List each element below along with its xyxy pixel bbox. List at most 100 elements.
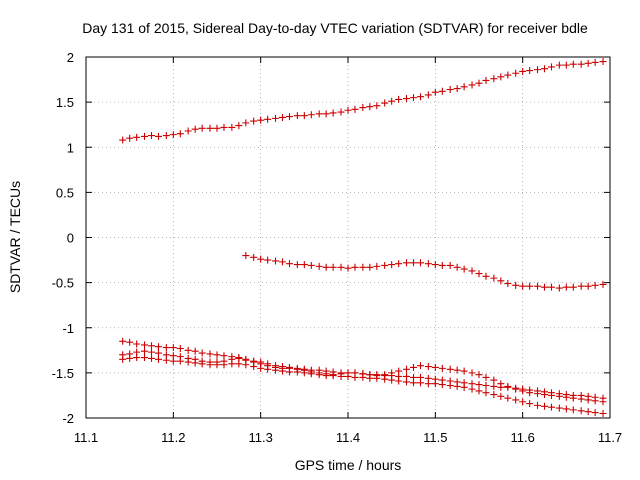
data-point: [403, 95, 411, 103]
data-point: [482, 382, 490, 390]
data-point: [475, 270, 483, 278]
data-point: [300, 112, 308, 120]
data-point: [191, 125, 199, 133]
x-tick-label: 11.4: [336, 430, 360, 445]
data-point: [264, 365, 272, 373]
data-point: [431, 88, 439, 96]
data-point: [315, 262, 323, 270]
data-point: [162, 132, 170, 140]
data-point: [424, 91, 432, 99]
data-point: [512, 385, 520, 393]
data-point: [577, 395, 585, 403]
data-point: [446, 382, 454, 390]
data-point: [126, 338, 134, 346]
data-point: [591, 281, 599, 289]
data-point: [388, 369, 396, 377]
data-points: [119, 58, 607, 417]
data-point: [344, 264, 352, 272]
data-point: [206, 350, 214, 358]
data-point: [599, 398, 607, 406]
data-point: [272, 366, 280, 374]
x-axis-label: GPS time / hours: [295, 457, 402, 473]
data-point: [504, 71, 512, 79]
y-tick-label: 2: [67, 50, 74, 65]
data-point: [293, 261, 301, 269]
data-point: [562, 283, 570, 291]
data-point: [154, 343, 162, 351]
data-point: [475, 371, 483, 379]
data-point: [154, 132, 162, 140]
data-point: [133, 354, 141, 362]
data-point: [176, 357, 184, 365]
data-point: [250, 253, 258, 261]
data-point: [591, 58, 599, 66]
data-point: [272, 257, 280, 265]
data-point: [119, 136, 127, 144]
data-point: [431, 380, 439, 388]
data-point: [329, 109, 337, 117]
data-point: [555, 284, 563, 292]
data-point: [519, 387, 527, 395]
data-point: [359, 263, 367, 271]
data-point: [504, 382, 512, 390]
data-point: [141, 132, 149, 140]
data-point: [519, 398, 527, 406]
data-point: [395, 377, 403, 385]
data-point: [475, 387, 483, 395]
data-point: [475, 381, 483, 389]
data-point: [490, 391, 498, 399]
data-point: [562, 393, 570, 401]
data-point: [176, 130, 184, 138]
data-point: [482, 389, 490, 397]
data-point: [162, 344, 170, 352]
data-point: [403, 259, 411, 267]
data-point: [446, 261, 454, 269]
x-tick-label: 11.6: [510, 430, 534, 445]
data-point: [438, 261, 446, 269]
data-point: [453, 366, 461, 374]
data-point: [410, 94, 417, 102]
data-point: [373, 102, 381, 110]
data-point: [126, 134, 134, 142]
data-point: [351, 263, 359, 271]
data-point: [482, 76, 490, 84]
data-point: [555, 404, 563, 412]
data-point: [591, 397, 599, 405]
y-tick-label: -2: [62, 411, 74, 426]
data-point: [577, 282, 585, 290]
y-tick-label: 1: [67, 140, 74, 155]
data-point: [184, 127, 192, 135]
data-point: [148, 348, 155, 356]
data-point: [228, 123, 236, 131]
x-tick-label: 11.5: [423, 430, 447, 445]
data-point: [154, 349, 162, 357]
data-point: [279, 367, 286, 375]
data-point: [416, 379, 424, 387]
data-point: [416, 362, 424, 370]
data-point: [133, 133, 141, 141]
data-point: [534, 401, 542, 409]
data-point: [555, 61, 563, 69]
data-point: [191, 359, 199, 367]
data-point: [184, 346, 192, 354]
data-point: [381, 261, 389, 269]
data-point: [577, 60, 585, 68]
data-point: [490, 382, 498, 390]
data-point: [169, 357, 177, 365]
data-point: [381, 99, 389, 107]
data-point: [519, 282, 527, 290]
data-point: [547, 283, 555, 291]
data-point: [490, 274, 498, 282]
data-point: [388, 376, 396, 384]
data-point: [438, 381, 446, 389]
data-point: [482, 272, 490, 280]
data-point: [322, 372, 330, 380]
data-point: [184, 358, 192, 366]
data-point: [315, 371, 323, 379]
data-point: [235, 122, 243, 130]
data-point: [468, 267, 476, 275]
data-point: [403, 365, 411, 373]
data-point: [279, 113, 286, 121]
data-point: [555, 392, 563, 400]
data-point: [148, 354, 155, 362]
